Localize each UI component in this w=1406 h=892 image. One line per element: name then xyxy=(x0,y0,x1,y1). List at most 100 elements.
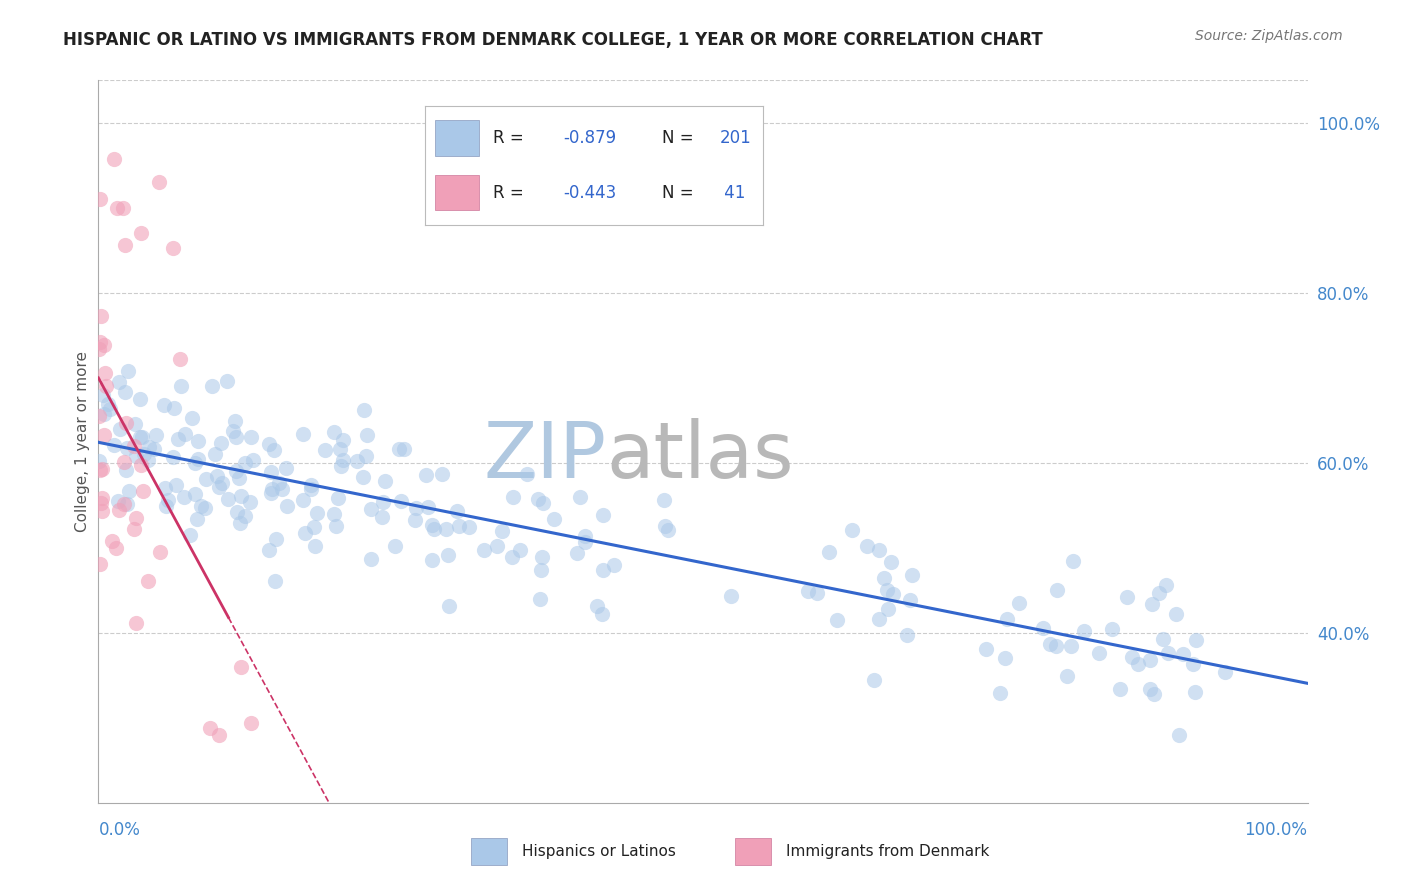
Point xyxy=(257,543,280,558)
Point xyxy=(1008,596,1031,610)
Point xyxy=(112,202,135,216)
Point xyxy=(112,497,135,511)
Point xyxy=(1101,622,1123,636)
Point xyxy=(90,496,112,510)
Point xyxy=(420,518,443,533)
Point xyxy=(226,504,249,518)
Point xyxy=(138,440,160,454)
Point xyxy=(415,467,437,482)
Point xyxy=(89,343,111,357)
Point xyxy=(129,430,152,444)
Point xyxy=(125,616,148,631)
Point xyxy=(491,524,513,538)
Point xyxy=(896,628,918,642)
Point xyxy=(231,659,253,673)
Point xyxy=(485,539,508,553)
Point xyxy=(187,451,209,466)
Point xyxy=(228,470,250,484)
Point xyxy=(222,424,245,438)
Point xyxy=(122,522,145,536)
Point xyxy=(198,721,221,735)
Point xyxy=(110,422,132,436)
Point xyxy=(1121,649,1143,664)
Point xyxy=(125,449,148,463)
Point xyxy=(352,470,374,484)
Point xyxy=(995,612,1018,626)
Point xyxy=(304,539,326,553)
Point xyxy=(114,238,136,252)
Point xyxy=(114,417,136,431)
Point xyxy=(388,442,411,456)
Point xyxy=(194,500,217,515)
Point xyxy=(1149,586,1171,600)
Point xyxy=(271,482,294,496)
Point xyxy=(117,442,139,456)
Point xyxy=(841,523,863,537)
Point xyxy=(422,522,444,536)
Point xyxy=(190,499,212,513)
Point xyxy=(862,673,884,688)
Point xyxy=(228,516,250,530)
Point xyxy=(900,568,922,582)
Point xyxy=(204,447,226,461)
Point xyxy=(181,410,204,425)
Point xyxy=(1056,669,1078,683)
Point xyxy=(187,434,209,449)
Point xyxy=(100,534,122,549)
Point xyxy=(1167,728,1189,742)
Point xyxy=(224,414,246,428)
Point xyxy=(1184,685,1206,699)
Point xyxy=(437,599,460,614)
Point xyxy=(294,525,316,540)
Point xyxy=(117,483,139,498)
Point xyxy=(149,545,172,559)
Point xyxy=(117,363,139,377)
Point xyxy=(817,545,839,559)
Point xyxy=(257,437,280,451)
Point xyxy=(184,486,207,500)
Point xyxy=(516,467,538,481)
Point xyxy=(260,486,283,500)
Point xyxy=(235,508,257,523)
Point xyxy=(994,651,1017,665)
Point xyxy=(305,507,328,521)
Point xyxy=(240,715,263,730)
Point xyxy=(1073,624,1095,639)
Point xyxy=(266,532,288,546)
Point xyxy=(291,426,314,441)
Point xyxy=(129,392,152,406)
Point xyxy=(89,558,111,572)
Point xyxy=(880,555,903,569)
Point xyxy=(114,385,136,400)
Point xyxy=(211,476,233,491)
Point xyxy=(360,552,382,566)
Point xyxy=(868,542,890,557)
Point xyxy=(215,374,238,388)
Point xyxy=(143,442,166,456)
Point xyxy=(876,583,898,598)
Point xyxy=(1184,632,1206,647)
Point xyxy=(1156,578,1178,592)
Point xyxy=(354,449,377,463)
Point xyxy=(432,467,454,481)
Point xyxy=(416,500,439,515)
Point xyxy=(374,474,396,488)
Point xyxy=(574,534,596,549)
Point xyxy=(603,558,626,573)
Text: atlas: atlas xyxy=(606,418,794,494)
Point xyxy=(1039,637,1062,651)
Point xyxy=(856,539,879,553)
Point xyxy=(166,432,188,446)
Point xyxy=(163,401,186,415)
Point xyxy=(89,192,111,206)
Point xyxy=(301,483,323,497)
Point xyxy=(877,601,900,615)
Point xyxy=(332,453,354,467)
Point xyxy=(260,465,283,479)
Point xyxy=(231,489,253,503)
Point xyxy=(138,453,160,467)
Point xyxy=(276,499,298,513)
Point xyxy=(107,493,129,508)
Point xyxy=(260,482,283,496)
Point xyxy=(194,471,217,485)
